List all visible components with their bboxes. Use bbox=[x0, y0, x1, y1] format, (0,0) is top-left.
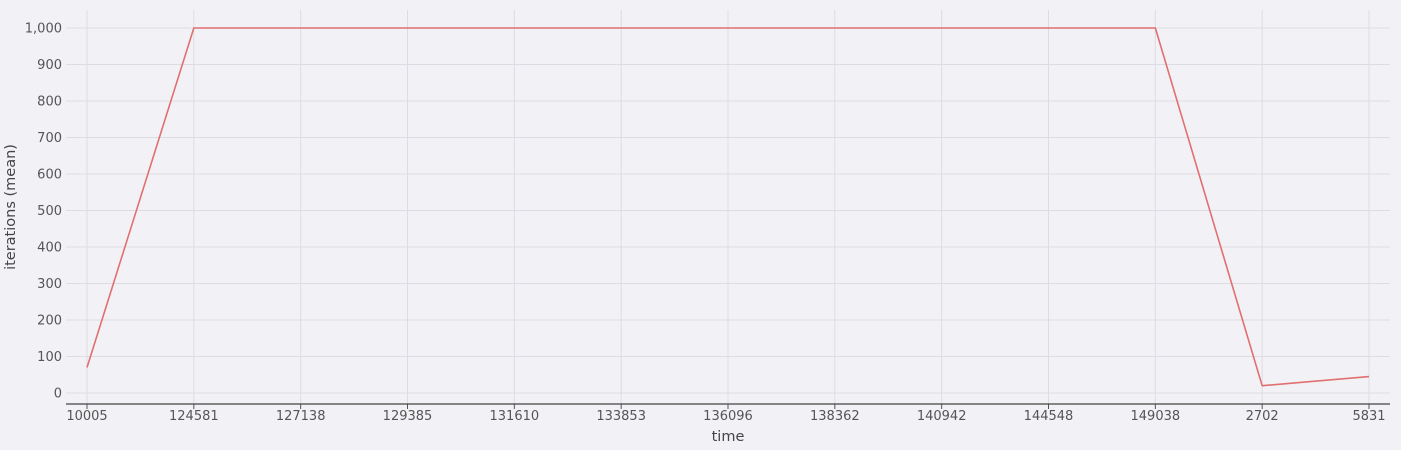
y-axis-title: iterations (mean) bbox=[3, 144, 19, 270]
x-tick-label: 144548 bbox=[1024, 409, 1074, 424]
y-tick-label: 1,000 bbox=[25, 22, 62, 37]
x-tick-label: 140942 bbox=[917, 409, 967, 424]
series-group bbox=[86, 27, 1370, 387]
x-tick-label: 127138 bbox=[276, 409, 326, 424]
x-tick-label: 124581 bbox=[169, 409, 219, 424]
grid bbox=[66, 10, 1390, 404]
y-axis-ticks: 0 100 200 300 400 500 600 700 800 900 1,000 bbox=[25, 22, 62, 402]
x-tick-label: 131610 bbox=[490, 409, 540, 424]
x-tick-label: 138362 bbox=[810, 409, 860, 424]
x-tick-label: 5831 bbox=[1352, 409, 1385, 424]
x-tick-label: 136096 bbox=[703, 409, 753, 424]
y-tick-label: 900 bbox=[37, 58, 62, 73]
x-tick-label: 129385 bbox=[383, 409, 433, 424]
y-tick-label: 0 bbox=[54, 387, 62, 402]
x-tick-label: 149038 bbox=[1131, 409, 1181, 424]
y-tick-label: 800 bbox=[37, 95, 62, 110]
x-tick-label: 10005 bbox=[66, 409, 107, 424]
x-tick-label: 2702 bbox=[1246, 409, 1279, 424]
y-tick-label: 700 bbox=[37, 131, 62, 146]
x-axis-ticks: 10005 124581 127138 129385 131610 133853 13609… bbox=[66, 404, 1386, 424]
y-tick-label: 500 bbox=[37, 204, 62, 219]
x-tick-label: 133853 bbox=[596, 409, 646, 424]
series-line bbox=[86, 27, 1370, 387]
y-tick-label: 300 bbox=[37, 277, 62, 292]
y-tick-label: 400 bbox=[37, 241, 62, 256]
y-tick-label: 600 bbox=[37, 168, 62, 183]
y-tick-label: 200 bbox=[37, 314, 62, 329]
y-tick-label: 100 bbox=[37, 350, 62, 365]
x-axis-title: time bbox=[712, 429, 745, 445]
